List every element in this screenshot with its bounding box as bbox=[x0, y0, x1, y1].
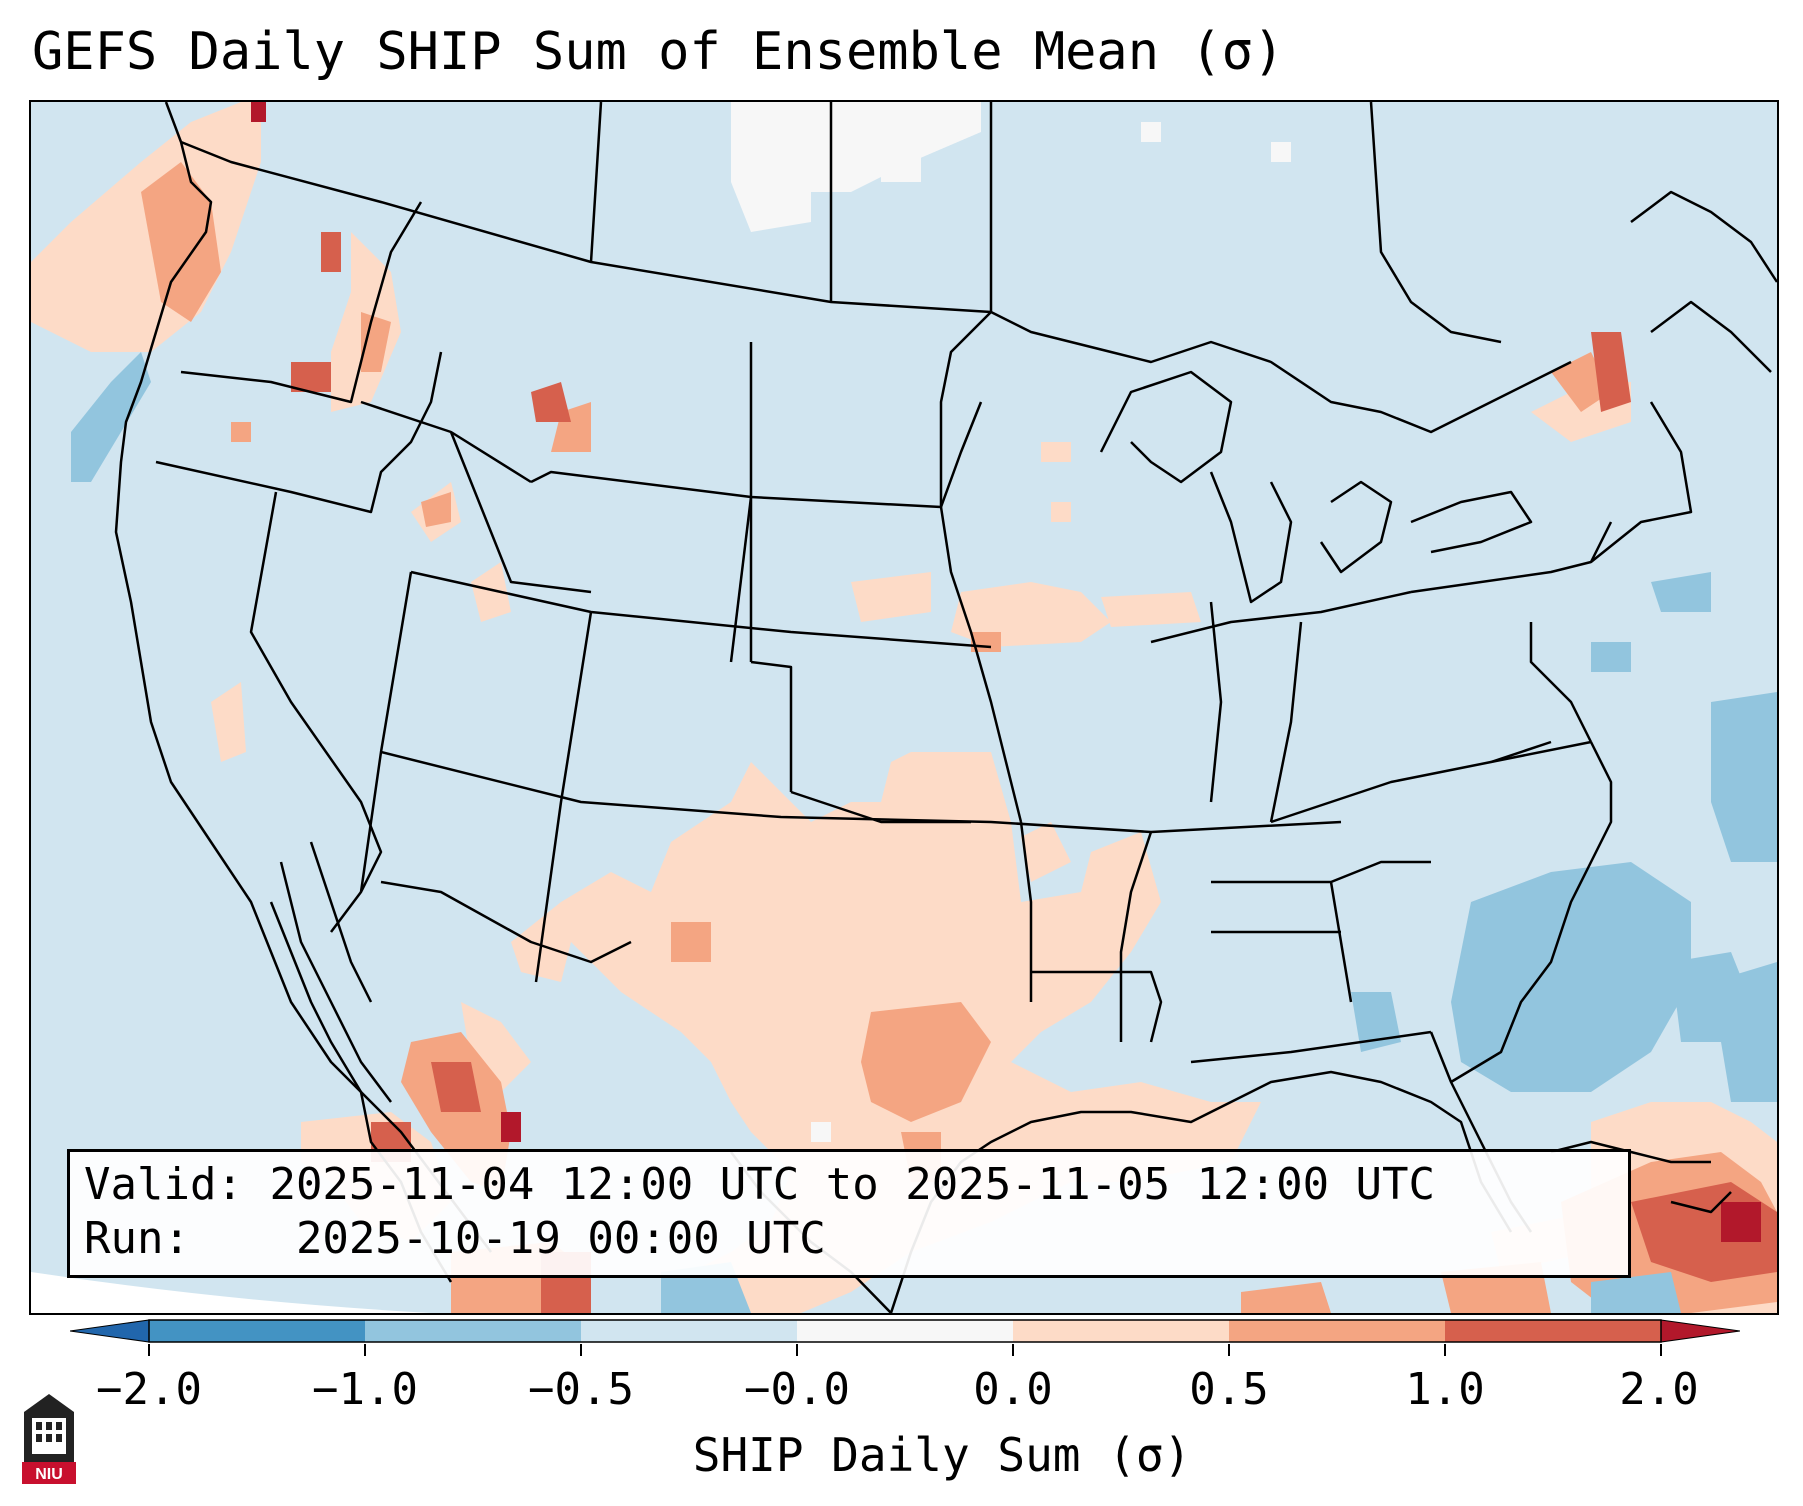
colorbar-tick-label: −1.0 bbox=[312, 1364, 418, 1415]
colorbar-extend-high bbox=[1660, 1319, 1740, 1343]
colorbar bbox=[70, 1319, 1740, 1343]
map-title: GEFS Daily SHIP Sum of Ensemble Mean (σ) bbox=[32, 22, 1285, 82]
valid-value: 2025-11-04 12:00 UTC to 2025-11-05 12:00… bbox=[269, 1159, 1436, 1210]
colorbar-segment bbox=[149, 1320, 365, 1342]
colorbar-tick bbox=[580, 1344, 582, 1356]
colorbar-segment bbox=[1445, 1320, 1661, 1342]
colorbar-tick-label: −2.0 bbox=[96, 1364, 202, 1415]
colorbar-segment bbox=[1013, 1320, 1229, 1342]
anomaly-positive-extreme bbox=[251, 102, 1761, 1242]
colorbar-segment bbox=[1229, 1320, 1445, 1342]
valid-label: Valid: bbox=[84, 1159, 243, 1210]
info-box: Valid: 2025-11-04 12:00 UTC to 2025-11-0… bbox=[67, 1149, 1631, 1278]
colorbar-tick bbox=[148, 1344, 150, 1356]
colorbar-segment bbox=[581, 1320, 797, 1342]
us-map bbox=[31, 102, 1777, 1313]
anomaly-neutral bbox=[731, 102, 1291, 1142]
colorbar-tick bbox=[1660, 1344, 1662, 1356]
run-value: 2025-10-19 00:00 UTC bbox=[295, 1213, 826, 1264]
colorbar-tick-label: 0.5 bbox=[1189, 1364, 1269, 1415]
colorbar-label: SHIP Daily Sum (σ) bbox=[692, 1428, 1192, 1482]
colorbar-tick-label: −0.0 bbox=[744, 1364, 850, 1415]
colorbar-tick bbox=[1444, 1344, 1446, 1356]
colorbar-extend-low bbox=[70, 1319, 150, 1343]
logo-text: NIU bbox=[35, 1466, 63, 1483]
niu-logo-icon: NIU bbox=[22, 1394, 76, 1484]
colorbar-segment bbox=[365, 1320, 581, 1342]
colorbar-segment bbox=[797, 1320, 1013, 1342]
colorbar-tick-label: 1.0 bbox=[1405, 1364, 1485, 1415]
map-panel bbox=[29, 100, 1779, 1315]
colorbar-tick bbox=[796, 1344, 798, 1356]
run-label: Run: bbox=[84, 1213, 190, 1264]
colorbar-tick-label: 2.0 bbox=[1619, 1364, 1699, 1415]
colorbar-tick bbox=[1228, 1344, 1230, 1356]
colorbar-tick bbox=[364, 1344, 366, 1356]
colorbar-frame bbox=[148, 1319, 1662, 1343]
colorbar-tick bbox=[1012, 1344, 1014, 1356]
colorbar-tick-label: −0.5 bbox=[528, 1364, 634, 1415]
colorbar-tick-label: 0.0 bbox=[973, 1364, 1053, 1415]
anomaly-positive-light bbox=[31, 102, 1777, 1313]
off-grid-area bbox=[31, 1272, 431, 1313]
